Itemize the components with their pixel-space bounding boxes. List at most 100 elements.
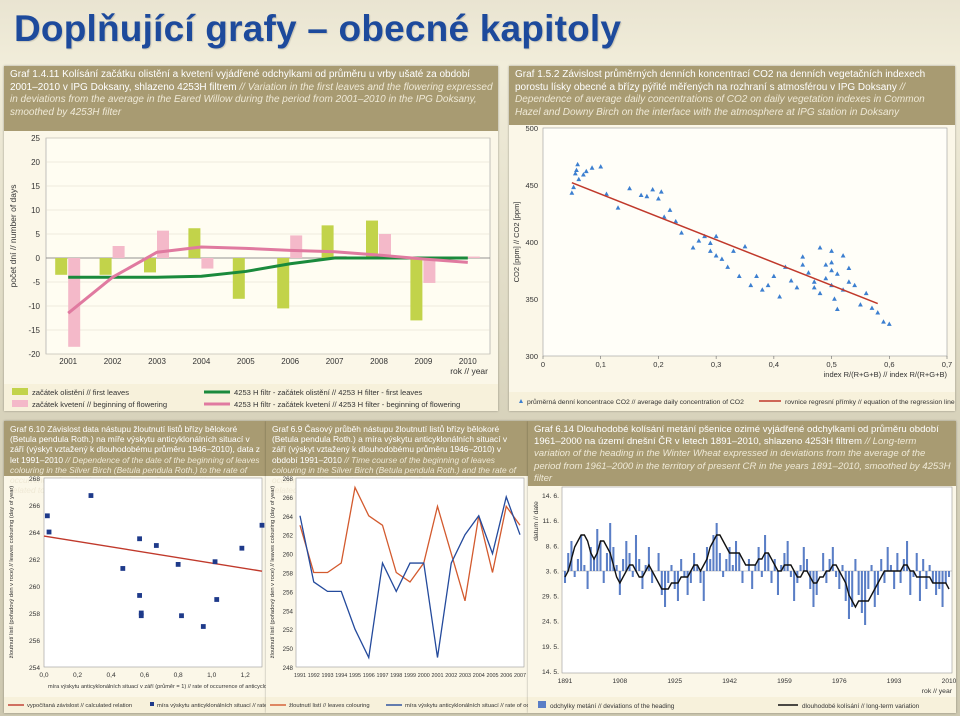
- bar: [576, 559, 579, 571]
- bar: [793, 571, 796, 601]
- bar: [647, 547, 650, 571]
- bar: [767, 553, 770, 571]
- x-tick-label: 1908: [613, 678, 628, 685]
- chart-caption: Graf 6.14 Dlouhodobé kolísání metání pše…: [528, 421, 956, 486]
- x-tick-label: 0,2: [653, 360, 663, 369]
- x-axis-label: rok // year: [922, 688, 953, 695]
- x-tick-label: 2003: [148, 357, 166, 366]
- bar: [188, 228, 201, 258]
- data-point: [713, 233, 719, 239]
- x-tick-label: 2002: [445, 673, 457, 679]
- bar: [68, 258, 81, 347]
- bar: [812, 571, 815, 607]
- bar: [889, 565, 892, 571]
- bar: [467, 256, 480, 258]
- bar: [731, 565, 734, 571]
- series-line: [299, 494, 521, 660]
- x-tick-label: 2000: [418, 673, 430, 679]
- y-tick-label: 0: [36, 254, 41, 263]
- legend-label: 4253 H filtr - začátek kvetení // 4253 H…: [234, 400, 460, 409]
- data-point: [673, 218, 679, 224]
- bar: [290, 235, 303, 258]
- chart-caption: Graf 1.4.11 Kolísání začátku olistění a …: [4, 66, 498, 131]
- data-point: [869, 305, 875, 310]
- y-axis-label: počet dní // number of days: [8, 184, 18, 287]
- caption-cz: Graf 1.4.11 Kolísání začátku olistění a …: [10, 69, 471, 93]
- x-tick-label: 0: [541, 360, 545, 369]
- y-tick-label: 8. 6.: [546, 543, 559, 550]
- bar: [880, 559, 883, 571]
- data-point: [863, 290, 869, 296]
- data-point: [794, 285, 800, 290]
- bar: [799, 565, 802, 571]
- bar: [638, 559, 641, 571]
- legend-swatch: [538, 701, 546, 708]
- smoothed-line: [67, 245, 468, 315]
- data-point: [627, 185, 632, 191]
- x-tick-label: 2010: [459, 357, 477, 366]
- data-point: [834, 271, 840, 276]
- bar: [423, 258, 436, 283]
- data-point: [823, 275, 829, 281]
- data-point: [800, 254, 806, 259]
- legend-label: začátek olistění // first leaves: [32, 388, 129, 397]
- data-point: [658, 189, 664, 194]
- y-tick-label: -5: [33, 278, 41, 287]
- data-point: [881, 319, 886, 324]
- bar: [99, 258, 112, 275]
- bar: [754, 565, 757, 571]
- y-tick-label: 29. 5.: [542, 594, 559, 601]
- bar: [602, 571, 605, 583]
- chart-panel-birch-line: Graf 6.9 Časový průběh nástupu žloutnutí…: [266, 421, 528, 713]
- data-point: [829, 248, 834, 253]
- data-point: [212, 559, 218, 565]
- chart-panel-wheat: Graf 6.14 Dlouhodobé kolísání metání pše…: [528, 421, 956, 713]
- bar: [728, 547, 731, 571]
- bar: [686, 571, 689, 595]
- bar: [870, 565, 873, 571]
- bar: [860, 571, 863, 613]
- caption-en: // Dependence of average daily concentra…: [515, 81, 925, 118]
- data-point: [806, 270, 811, 275]
- bar: [776, 571, 779, 595]
- bar: [912, 571, 915, 577]
- x-tick-label: 1976: [832, 678, 847, 685]
- x-tick-label: 2006: [500, 673, 512, 679]
- data-point: [754, 273, 759, 278]
- bar: [867, 571, 870, 589]
- bar: [899, 571, 902, 583]
- bar: [741, 571, 744, 583]
- bar: [660, 571, 663, 595]
- regression-line: [43, 535, 263, 572]
- data-point: [137, 536, 142, 542]
- data-point: [829, 259, 834, 265]
- y-tick-label: 262: [283, 533, 294, 540]
- data-point: [823, 262, 829, 267]
- bar: [596, 529, 599, 571]
- bar: [615, 565, 618, 571]
- x-tick-label: 2003: [459, 673, 471, 679]
- y-tick-label: -20: [28, 350, 40, 359]
- x-tick-label: 1925: [667, 678, 682, 685]
- data-point: [765, 282, 771, 288]
- data-point: [858, 302, 863, 307]
- data-point: [788, 278, 794, 283]
- x-tick-label: 1,0: [207, 672, 216, 679]
- x-tick-label: 2005: [487, 673, 499, 679]
- regression-line: [571, 182, 879, 305]
- data-point: [707, 240, 713, 245]
- bar: [831, 547, 834, 571]
- x-tick-label: 2007: [326, 357, 344, 366]
- data-point: [840, 253, 846, 258]
- data-point: [829, 267, 834, 273]
- bar: [696, 565, 699, 571]
- x-tick-label: 2010: [942, 678, 956, 685]
- chart-panel-co2: Graf 1.5.2 Závislost průměrných denních …: [509, 66, 955, 411]
- legend-label: míra výskytu anticyklonálních situací //…: [405, 703, 528, 709]
- legend-label: 4253 H filtr - začátek olistění // 4253 …: [234, 388, 422, 397]
- data-point: [696, 238, 702, 243]
- y-tick-label: 258: [29, 611, 40, 618]
- data-point: [846, 265, 852, 271]
- x-tick-label: 2004: [193, 357, 211, 366]
